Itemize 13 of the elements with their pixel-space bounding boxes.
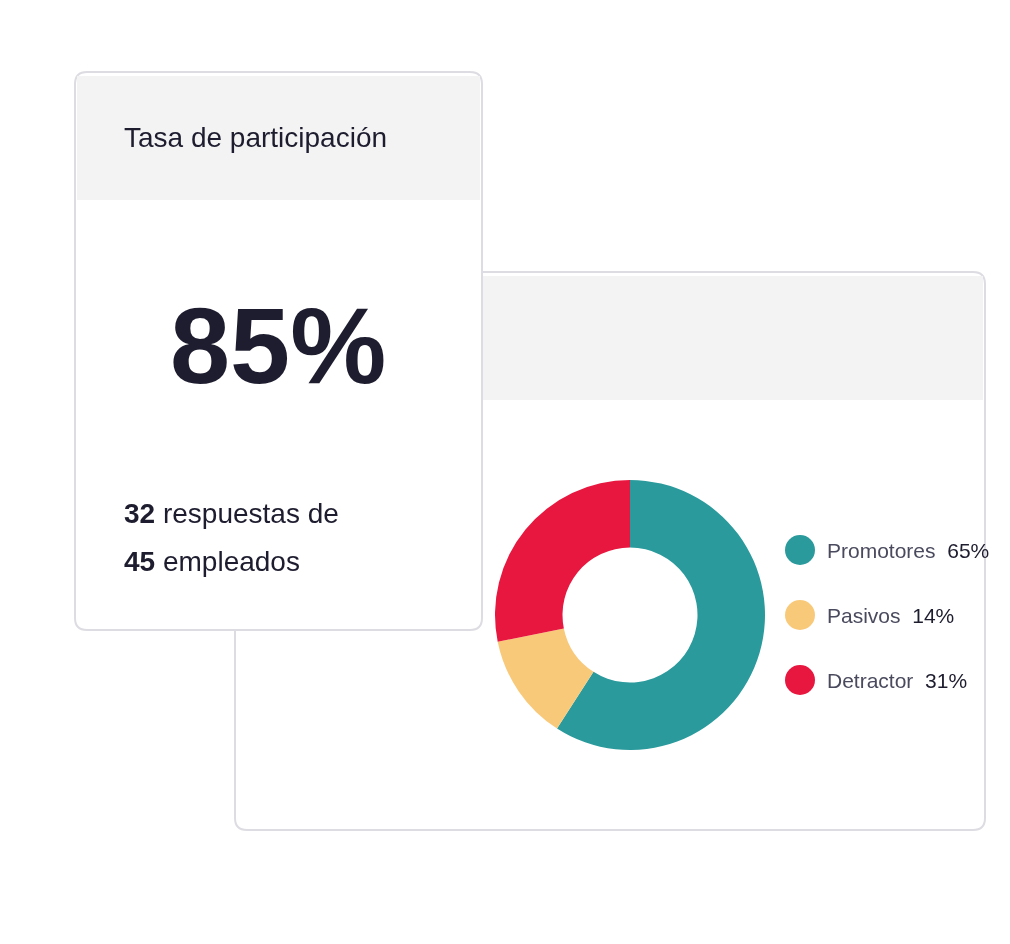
text: 45 empleados bbox=[124, 546, 300, 577]
donut-slice bbox=[495, 480, 630, 642]
text: 85% bbox=[170, 285, 387, 406]
donut-slice bbox=[557, 480, 765, 750]
data-label: 31% bbox=[925, 669, 968, 692]
data-label: 65% bbox=[947, 539, 990, 562]
text: 32 respuestas de bbox=[124, 498, 339, 529]
legend-label: Pasivos bbox=[827, 604, 901, 627]
data-label: 14% bbox=[912, 604, 955, 627]
legend-label: Promotores bbox=[827, 539, 936, 562]
donut-slice bbox=[497, 628, 594, 729]
legend-label: Detractor bbox=[827, 669, 914, 692]
text: Tasa de participación bbox=[124, 122, 388, 153]
